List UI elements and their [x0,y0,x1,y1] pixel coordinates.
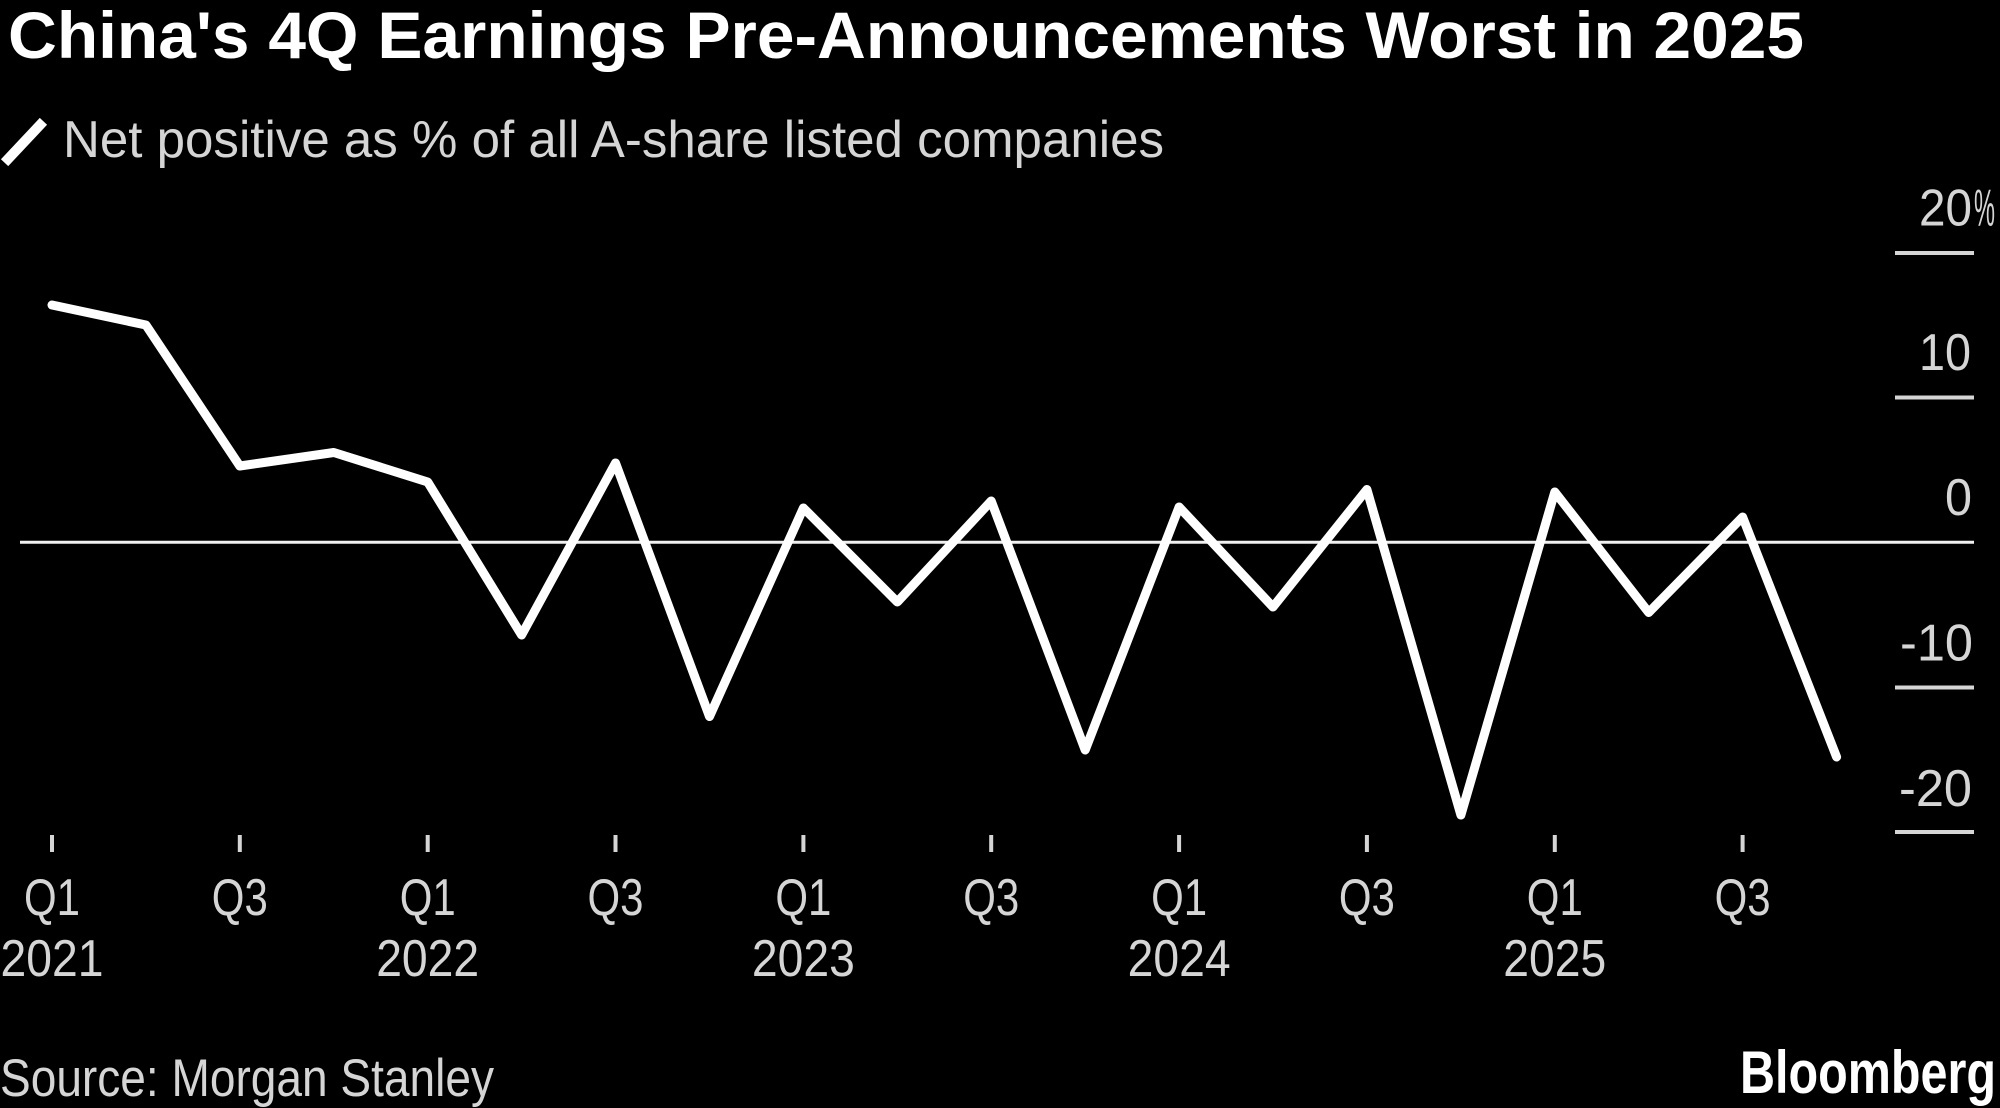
svg-text:-20: -20 [1899,760,1972,818]
svg-text:Q3: Q3 [963,869,1019,927]
svg-text:-10: -10 [1900,614,1973,672]
svg-text:20: 20 [1919,180,1972,238]
svg-text:Q1: Q1 [400,869,456,927]
svg-text:2023: 2023 [752,930,855,988]
svg-text:2022: 2022 [376,930,479,988]
svg-text:Q1: Q1 [24,869,80,927]
svg-text:2025: 2025 [1503,930,1606,988]
svg-text:Q1: Q1 [1151,869,1207,927]
svg-text:2024: 2024 [1128,930,1231,988]
svg-text:Q3: Q3 [588,869,644,927]
svg-text:Net positive as % of all A-sha: Net positive as % of all A-share listed … [63,111,1164,169]
svg-text:0: 0 [1945,469,1972,527]
svg-text:Bloomberg: Bloomberg [1740,1039,1996,1106]
svg-text:10: 10 [1919,324,1971,382]
svg-text:2021: 2021 [1,930,104,988]
svg-text:Q3: Q3 [212,869,268,927]
svg-text:Q1: Q1 [1527,869,1583,927]
svg-text:Q3: Q3 [1339,869,1395,927]
svg-text:%: % [1974,180,1995,238]
svg-text:Q1: Q1 [775,869,831,927]
svg-text:Source: Morgan Stanley: Source: Morgan Stanley [0,1049,494,1108]
svg-text:China's 4Q Earnings Pre-Announ: China's 4Q Earnings Pre-Announcements Wo… [8,0,1804,72]
svg-text:Q3: Q3 [1715,869,1771,927]
